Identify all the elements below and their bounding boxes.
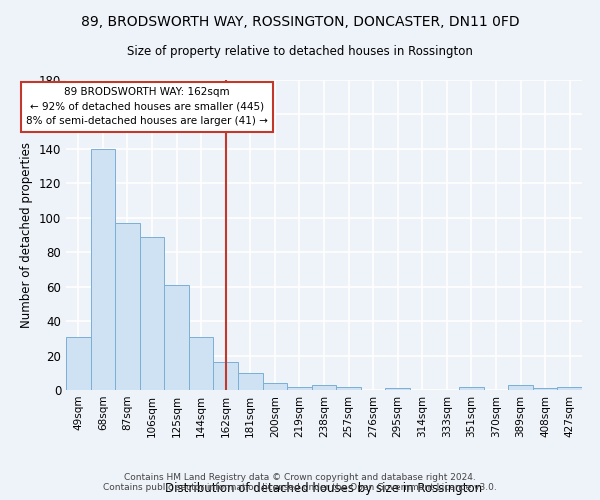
Text: Distribution of detached houses by size in Rossington: Distribution of detached houses by size … (166, 482, 482, 495)
Bar (533, 388, 557, 390)
Bar (385, 388, 410, 390)
Bar (508, 385, 533, 390)
Bar (140, 236, 164, 390)
Text: Size of property relative to detached houses in Rossington: Size of property relative to detached ho… (127, 45, 473, 58)
Bar (189, 336, 214, 390)
Text: Contains HM Land Registry data © Crown copyright and database right 2024.
Contai: Contains HM Land Registry data © Crown c… (103, 472, 497, 492)
Bar (91, 149, 115, 390)
Bar (336, 386, 361, 390)
Bar (287, 386, 312, 390)
Bar (115, 223, 140, 390)
Bar (263, 383, 287, 390)
Bar (214, 362, 238, 390)
Text: 89, BRODSWORTH WAY, ROSSINGTON, DONCASTER, DN11 0FD: 89, BRODSWORTH WAY, ROSSINGTON, DONCASTE… (80, 15, 520, 29)
Y-axis label: Number of detached properties: Number of detached properties (20, 142, 33, 328)
Bar (66, 336, 91, 390)
Bar (164, 285, 189, 390)
Bar (557, 386, 582, 390)
Bar (312, 385, 336, 390)
Text: 89 BRODSWORTH WAY: 162sqm
← 92% of detached houses are smaller (445)
8% of semi-: 89 BRODSWORTH WAY: 162sqm ← 92% of detac… (26, 87, 268, 126)
Bar (459, 386, 484, 390)
Bar (238, 373, 263, 390)
